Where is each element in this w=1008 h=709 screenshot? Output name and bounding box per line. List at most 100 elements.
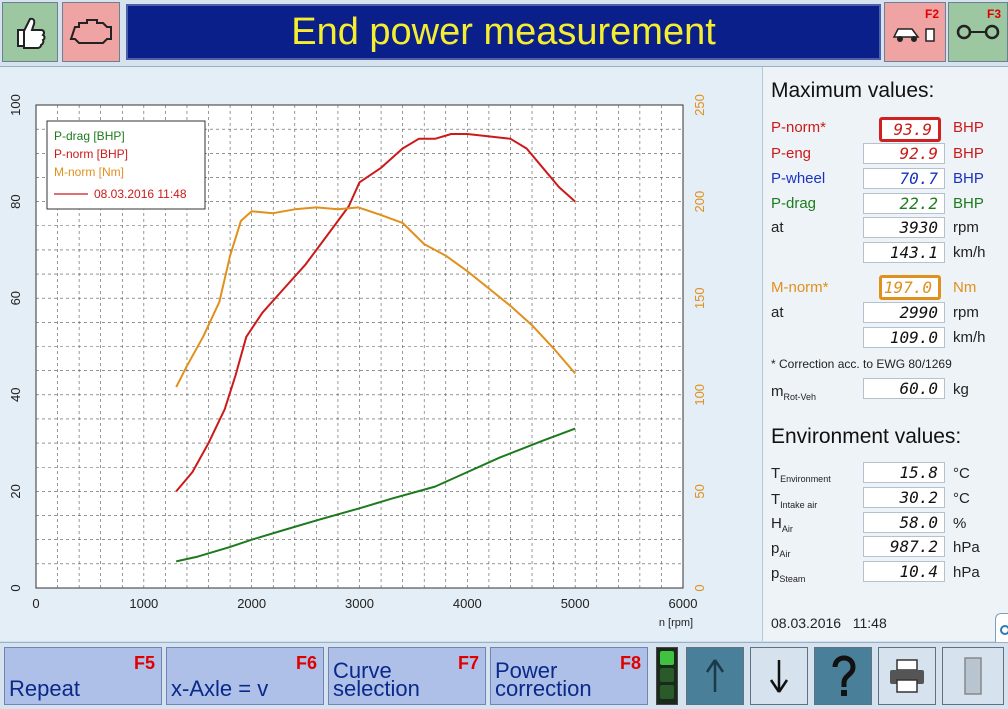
x-tick-label: 3000 bbox=[345, 596, 374, 611]
series-line-1 bbox=[175, 133, 576, 493]
env-pressure-value: 987.2 bbox=[863, 536, 945, 557]
env-steam-unit: hPa bbox=[953, 564, 980, 581]
power-speed-value: 143.1 bbox=[863, 242, 945, 263]
top-toolbar: End power measurement F2 F3 bbox=[0, 0, 1008, 67]
env-pressure-label: pAir bbox=[771, 540, 791, 559]
x-tick-label: 1000 bbox=[129, 596, 158, 611]
env-intake-label: TIntake air bbox=[771, 491, 818, 510]
m-norm-value: 197.0 bbox=[879, 275, 941, 300]
measurement-timestamp: 08.03.2016 11:48 bbox=[771, 615, 887, 631]
exit-button[interactable] bbox=[942, 647, 1004, 705]
chart-area: 0 1000 2000 3000 4000 5000 6000 0 20 40 60 80 100 0 50… bbox=[0, 67, 760, 641]
torque-rpm-value: 2990 bbox=[863, 302, 945, 323]
printer-icon bbox=[890, 659, 924, 693]
mrot-value: 60.0 bbox=[863, 378, 945, 399]
environment-heading: Environment values: bbox=[771, 425, 962, 448]
help-button[interactable] bbox=[814, 647, 872, 705]
engine-icon bbox=[69, 19, 112, 44]
x-axle-label: x-Axle = v bbox=[171, 676, 269, 701]
m-norm-label: M-norm* bbox=[771, 279, 829, 296]
p-eng-label: P-eng bbox=[771, 145, 812, 162]
ok-button[interactable] bbox=[2, 2, 58, 62]
f2-key-label: F2 bbox=[924, 7, 939, 21]
max-values-heading: Maximum values: bbox=[771, 79, 935, 102]
env-intake-value: 30.2 bbox=[863, 487, 945, 508]
torque-speed-value: 109.0 bbox=[863, 327, 945, 348]
arrow-down-icon bbox=[769, 660, 789, 693]
env-humidity-value: 58.0 bbox=[863, 512, 945, 533]
power-rpm-value: 3930 bbox=[863, 217, 945, 238]
f8-key-label: F8 bbox=[619, 653, 641, 673]
legend-entry: P-drag [BHP] bbox=[54, 129, 125, 143]
p-norm-label: P-norm* bbox=[771, 119, 827, 136]
x-tick-label: 6000 bbox=[669, 596, 698, 611]
curve-selection-button[interactable]: F7 Curve selection bbox=[328, 647, 486, 705]
power-correction-button[interactable]: F8 Power correction bbox=[490, 647, 648, 705]
power-rpm-unit: rpm bbox=[953, 219, 979, 236]
mrot-label: mRot-Veh bbox=[771, 383, 817, 402]
y-right-tick-label: 150 bbox=[692, 287, 707, 309]
main-area: 0 1000 2000 3000 4000 5000 6000 0 20 40 60 80 100 0 50… bbox=[0, 67, 1008, 647]
y-left-tick-label: 80 bbox=[8, 194, 23, 208]
p-eng-value: 92.9 bbox=[863, 143, 945, 164]
roller-mode-button[interactable]: F3 bbox=[948, 2, 1008, 62]
thumbs-up-icon bbox=[17, 17, 46, 49]
power-curve-chart: 0 1000 2000 3000 4000 5000 6000020406080100050… bbox=[8, 94, 707, 629]
p-norm-unit: BHP bbox=[953, 119, 984, 136]
dyno-mode-button[interactable]: F2 bbox=[884, 2, 946, 62]
print-button[interactable] bbox=[878, 647, 936, 705]
values-panel: Maximum values: P-norm* 93.9 BHP P-eng 9… bbox=[762, 67, 1008, 647]
x-tick-label: 0 bbox=[32, 596, 39, 611]
f7-key-label: F7 bbox=[457, 653, 479, 673]
y-right-tick-label: 250 bbox=[692, 94, 707, 116]
p-wheel-unit: BHP bbox=[953, 170, 984, 187]
p-drag-label: P-drag bbox=[771, 195, 817, 212]
y-left-tick-label: 100 bbox=[8, 94, 23, 116]
x-axis-label: n [rpm] bbox=[659, 617, 693, 629]
x-axle-button[interactable]: F6 x-Axle = v bbox=[166, 647, 324, 705]
status-light bbox=[656, 647, 678, 705]
title-banner: End power measurement bbox=[126, 4, 881, 60]
y-right-tick-label: 100 bbox=[692, 384, 707, 406]
p-drag-value: 22.2 bbox=[863, 193, 945, 214]
env-steam-value: 10.4 bbox=[863, 561, 945, 582]
env-pressure-unit: hPa bbox=[953, 539, 980, 556]
env-steam-label: pSteam bbox=[771, 565, 806, 584]
status-light-mid bbox=[660, 668, 674, 682]
legend-date: 08.03.2016 11:48 bbox=[94, 187, 187, 201]
side-tab[interactable] bbox=[995, 613, 1008, 647]
correction-footnote: * Correction acc. to EWG 80/1269 bbox=[771, 357, 952, 371]
p-norm-value: 93.9 bbox=[879, 117, 941, 142]
p-wheel-label: P-wheel bbox=[771, 170, 826, 187]
env-temp-label: TEnvironment bbox=[771, 465, 831, 484]
f5-key-label: F5 bbox=[133, 653, 155, 673]
scroll-up-button[interactable] bbox=[686, 647, 744, 705]
status-light-green bbox=[660, 651, 674, 665]
exit-door-icon bbox=[964, 657, 982, 695]
page-title: End power measurement bbox=[291, 10, 716, 53]
p-eng-unit: BHP bbox=[953, 145, 984, 162]
p-drag-unit: BHP bbox=[953, 195, 984, 212]
mrot-unit: kg bbox=[953, 381, 969, 398]
status-light-low bbox=[660, 685, 674, 699]
y-left-tick-label: 40 bbox=[8, 388, 23, 402]
x-tick-label: 2000 bbox=[237, 596, 266, 611]
env-humidity-label: HAir bbox=[771, 515, 793, 534]
m-norm-unit: Nm bbox=[953, 279, 977, 296]
torque-rpm-unit: rpm bbox=[953, 304, 979, 321]
repeat-button[interactable]: F5 Repeat bbox=[4, 647, 162, 705]
series-line-2 bbox=[175, 206, 576, 388]
f6-key-label: F6 bbox=[295, 653, 317, 673]
env-temp-unit: °C bbox=[953, 465, 970, 482]
repeat-label: Repeat bbox=[9, 676, 80, 701]
bottom-toolbar: F5 Repeat F6 x-Axle = v F7 Curve selecti… bbox=[0, 642, 1008, 709]
y-left-tick-label: 0 bbox=[8, 584, 23, 591]
curve-selection-label: Curve selection bbox=[333, 658, 420, 701]
env-humidity-unit: % bbox=[953, 515, 967, 532]
tire-icon bbox=[956, 24, 1000, 40]
engine-button[interactable] bbox=[62, 2, 120, 62]
scroll-down-button[interactable] bbox=[750, 647, 808, 705]
y-right-tick-label: 0 bbox=[692, 584, 707, 591]
legend-entry: P-norm [BHP] bbox=[54, 147, 128, 161]
arrow-up-icon bbox=[705, 659, 725, 692]
